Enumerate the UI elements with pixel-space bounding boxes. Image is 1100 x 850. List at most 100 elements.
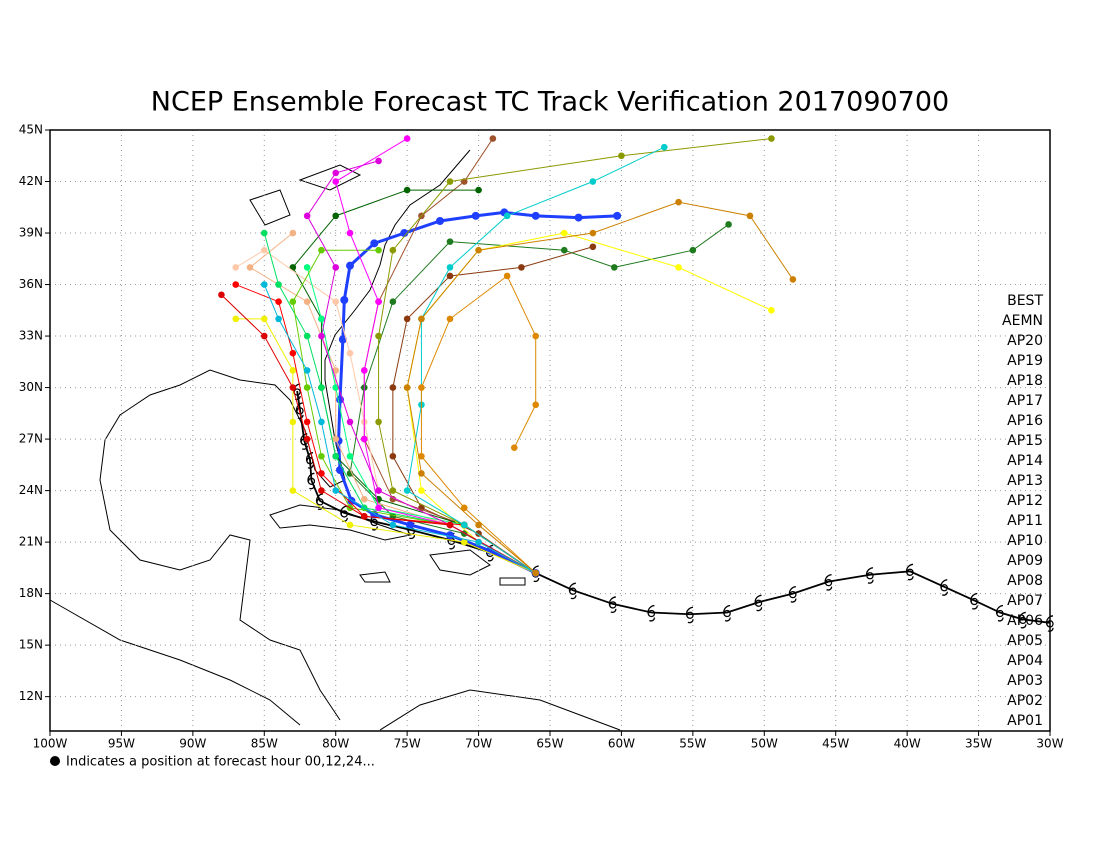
x-tick-label: 100W (33, 737, 68, 751)
best-track-marker (315, 493, 324, 510)
y-tick-label: 39N (19, 226, 43, 240)
track-point (346, 452, 354, 460)
track-point (725, 221, 732, 228)
track-point (275, 298, 282, 306)
track-point (460, 521, 468, 529)
track-point (289, 298, 297, 306)
x-tick-label: 50W (751, 737, 778, 751)
forecast-track (221, 294, 536, 574)
track-point (518, 264, 525, 271)
track-point (340, 295, 349, 304)
track-point (610, 264, 618, 271)
track-point (418, 384, 425, 391)
track-point (446, 315, 454, 323)
track-point (460, 538, 468, 546)
legend-entry: AEMN (1002, 313, 1043, 329)
track-point (746, 212, 754, 220)
forecast-track (406, 232, 772, 574)
track-point (346, 261, 354, 270)
track-point (768, 135, 775, 142)
track-point (689, 246, 697, 254)
track-point (289, 384, 297, 391)
track-point (332, 384, 340, 391)
forecast-track (249, 232, 536, 574)
track-point (574, 213, 583, 222)
best-track-marker (865, 567, 874, 584)
track-point (375, 418, 382, 426)
track-point (338, 335, 347, 344)
track-point (246, 264, 254, 271)
legend-entry: AP02 (1007, 693, 1043, 709)
track-point (460, 504, 468, 512)
track-point (303, 367, 311, 374)
track-point (303, 418, 311, 426)
track-point (360, 367, 368, 374)
track-point (418, 487, 425, 494)
great-lakes (249, 164, 362, 226)
track-point (403, 315, 411, 323)
track-point (403, 186, 411, 194)
track-point (332, 487, 340, 494)
track-point (360, 435, 368, 443)
track-point (275, 315, 282, 323)
track-point (531, 211, 540, 220)
forecast-track (363, 138, 536, 574)
track-point (418, 470, 425, 477)
track-point (289, 487, 297, 494)
x-tick-label: 60W (608, 737, 635, 751)
forecast-track (392, 246, 593, 574)
legend-entry: AP11 (1007, 513, 1043, 529)
track-point (332, 169, 340, 177)
legend-entry: AP03 (1007, 673, 1043, 689)
legend-entry: AP10 (1007, 533, 1043, 549)
track-point (275, 281, 282, 288)
track-point (346, 418, 354, 426)
x-tick-label: 35W (965, 737, 992, 751)
legend-entry: AP12 (1007, 493, 1043, 509)
forecast-track (292, 189, 536, 574)
forecast-track (406, 201, 794, 574)
track-point (332, 212, 340, 220)
best-track-marker (307, 472, 316, 490)
track-point (489, 135, 497, 142)
track-point (375, 332, 382, 340)
track-point (318, 246, 325, 254)
coastlines (49, 149, 621, 731)
x-tick-label: 30W (1036, 737, 1063, 751)
track-point (660, 143, 668, 151)
track-point (375, 246, 382, 254)
legend-entry: AP16 (1007, 413, 1043, 429)
track-point (475, 186, 482, 194)
legend-entry: AP08 (1007, 573, 1043, 589)
track-point (532, 569, 540, 577)
track-point (389, 384, 397, 391)
best-track-marker (608, 596, 617, 613)
track-point (436, 217, 444, 226)
y-tick-label: 24N (19, 483, 43, 497)
track-point (318, 315, 325, 323)
track-point (446, 531, 454, 540)
cuba (269, 504, 412, 541)
track-point (403, 487, 411, 494)
track-point (332, 367, 340, 374)
track-point (260, 315, 268, 323)
track-point (303, 298, 311, 306)
best-track-marker (754, 594, 763, 612)
track-point (532, 332, 540, 340)
track-point (375, 487, 382, 494)
track-point (332, 435, 340, 443)
best-track-marker (970, 592, 978, 610)
y-tick-label: 21N (19, 535, 43, 549)
chart-title: NCEP Ensemble Forecast TC Track Verifica… (151, 87, 949, 118)
best-track-marker (407, 522, 416, 540)
legend-entry: AP17 (1007, 393, 1043, 409)
y-tick-label: 45N (19, 123, 43, 137)
y-tick-label: 12N (19, 689, 43, 703)
track-point (418, 452, 425, 460)
track-point (260, 332, 268, 340)
jamaica (359, 571, 391, 583)
x-tick-label: 90W (179, 737, 206, 751)
track-point (475, 521, 482, 529)
track-point (232, 281, 240, 288)
best-track (296, 390, 1051, 624)
